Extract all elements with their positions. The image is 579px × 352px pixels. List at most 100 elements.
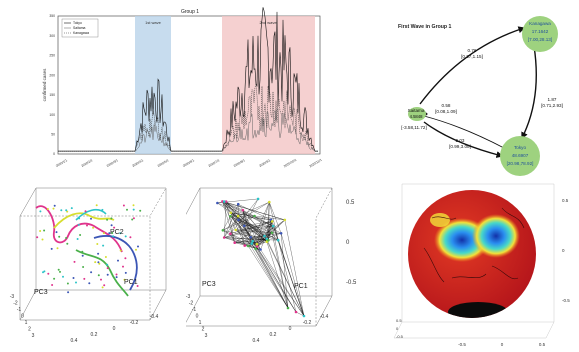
web-edge [234,235,265,243]
web-edge [238,204,272,220]
cube-frame [19,187,167,321]
web-node [229,211,233,215]
scatter-point [119,249,122,252]
tick-left: 1 [199,320,202,326]
plot-frame [57,15,321,155]
scatter-point [66,282,69,285]
x-tick-label: 2020/3/1 [106,158,119,168]
sphere-tick-x: 0 [501,342,504,347]
node-saitama-name: Saitama [408,108,425,113]
web-node [233,241,236,244]
scatter-point [108,232,111,235]
tick-left: 1 [25,320,28,326]
web-edge [230,198,259,234]
scatter-point [103,232,105,235]
node-kanagawa [522,16,558,52]
network-web [216,197,306,318]
scatter-point [90,217,92,220]
web-edge [226,201,265,237]
scatter-point [110,217,113,220]
tick-left: 3 [32,333,35,339]
scatter-point [100,278,102,281]
scatter-point [126,208,128,211]
web-edge [230,233,235,243]
x-tick-label: 2020/2/1 [81,158,94,168]
x-tick-label: 2020/7/1 [208,158,221,168]
pca-right-panel: PC3 PC1 0.5 0 -0.5 -3 -2 -1 0 1 2 3 0.4 0.2 0 -0.2-… [183,180,386,348]
web-edge [242,210,274,227]
web-node [286,306,290,310]
web-edge [268,221,273,241]
tick-left: -1 [192,307,197,313]
web-edge [222,201,235,243]
tick-left: 0 [21,314,24,320]
timeseries-panel: 1st wave 2nd wave Group 1 confirmed case… [40,6,330,176]
ticks-bottom-right: 0.4 0.2 0 -0.2 -0.4 [253,314,329,344]
web-edge [224,201,285,221]
scatter-point [94,261,97,264]
series-tokyo-line [58,7,318,152]
scatter-point [82,266,85,268]
node-saitama-interval: [-3.58,11.72] [401,125,426,130]
scatter-point [73,260,76,263]
web-edge [225,201,245,226]
web-node [229,214,232,218]
band-label-first: 1st wave [145,20,162,25]
tick-bottom: 0.4 [253,338,260,344]
web-node [243,224,246,228]
scatter-point [83,277,86,280]
tick-bottom: 0.2 [270,332,277,338]
edge-interval-4: [0.99,3.08] [449,144,471,149]
web-edge [222,201,274,227]
web-node [255,245,259,248]
web-edge [242,210,265,237]
web-edge [222,201,251,238]
web-edge [280,233,305,317]
web-node [294,310,298,314]
ticks-bottom: 0.4 0.2 0 -0.2 -0.4 [71,314,159,344]
web-edge [244,225,267,242]
x-ticks: 2020/1/1 2020/2/1 2020/3/1 2020/4/1 2020/5/1… [55,158,323,169]
web-edge [234,242,249,247]
node-tokyo [500,136,540,176]
tick-left: 2 [202,327,205,333]
network-title: First Wave in Group 1 [398,24,452,30]
web-edge [230,216,239,234]
tick-left: -1 [17,307,22,313]
node-tokyo-interval: [20.98,78.92] [507,161,534,166]
web-node [254,247,257,251]
web-edge [235,229,268,241]
scatter-point [112,235,115,238]
web-edge [222,201,269,241]
web-edge [255,202,270,249]
legend-tokyo: Tokyo [73,21,82,25]
web-edge [222,201,270,231]
web-edge [256,244,305,317]
scatter-point [84,210,87,213]
node-tokyo-name: Tokyo [514,145,526,150]
heat-dark-bottom [448,302,508,318]
scatter-point [51,284,54,286]
web-node [222,236,226,239]
node-tokyo-value: 48.6907 [512,153,529,158]
edge-interval-3: [0.71,2.93] [541,103,563,108]
scatter-point [57,268,60,271]
web-edge [270,219,289,309]
legend: Tokyo Saitama Kanagawa [61,18,99,38]
axis-label-pc1: PC1 [124,279,138,286]
web-node [259,248,262,251]
scatter-point [66,242,69,245]
web-node [263,234,266,238]
web-node [279,232,283,235]
edge-interval-1: [0.37,1.15] [461,54,483,59]
scatter-point [56,247,59,250]
scatter-point [62,275,64,278]
x-tick-label: 2020/9/1 [258,158,271,168]
scatter-point [97,261,100,264]
web-edge [266,241,289,309]
scatter-point [139,209,142,212]
scatter-point [81,250,84,253]
web-edge [230,216,261,250]
